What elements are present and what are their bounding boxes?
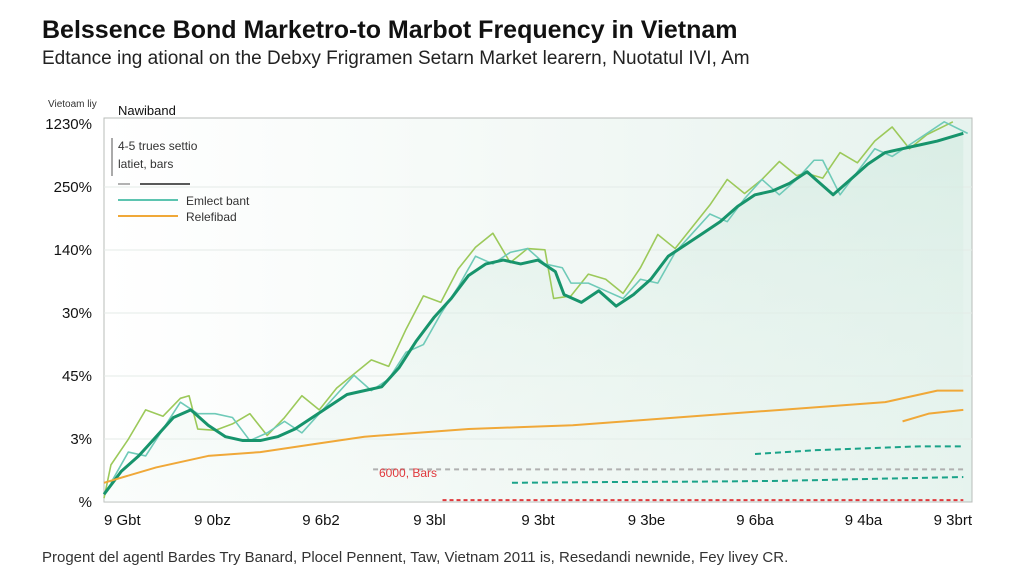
- x-tick-label: 9 6ba: [736, 512, 774, 529]
- legend-label-relefibad: Relefibad: [186, 210, 237, 224]
- chart-subtitle: Edtance ing ational on the Debxy Frigram…: [42, 48, 750, 69]
- x-tick-label: 9 6b2: [302, 512, 340, 529]
- series-line-relefibad-2: [902, 408, 964, 423]
- x-tick-label: 9 3bt: [521, 512, 555, 529]
- x-tick-label: 9 3be: [628, 512, 666, 529]
- x-tick-label: 9 0bz: [194, 512, 231, 529]
- y-tick-label: 1230%: [45, 116, 92, 133]
- y-axis-caption: Vietoam liy: [48, 99, 97, 110]
- series-line-emlect-bant: [102, 131, 964, 496]
- legend-label-emlect: Emlect bant: [186, 194, 250, 208]
- x-tick-label: 9 3brt: [934, 512, 973, 529]
- y-tick-label: 3%: [70, 431, 92, 448]
- chart-title: Belssence Bond Marketro-to Marbot Freque…: [42, 16, 738, 44]
- range-note-line1: 4-5 trues settio: [118, 139, 198, 153]
- series-line-trend-3: [511, 476, 964, 484]
- series-line-variant: [110, 121, 969, 484]
- series-line-trend-2: [754, 445, 964, 455]
- x-tick-label: 9 Gbt: [104, 512, 142, 529]
- y-tick-label: 30%: [62, 305, 92, 322]
- y-tick-label: 140%: [54, 242, 92, 259]
- y-tick-label: 45%: [62, 368, 92, 385]
- y-tick-label: 250%: [54, 179, 92, 196]
- series-line-relefibad: [103, 389, 964, 484]
- range-note-line2: latiet, bars: [118, 157, 173, 171]
- y-series-caption: Nawiband: [118, 103, 176, 118]
- area-fill: [104, 133, 964, 503]
- x-tick-label: 9 4ba: [845, 512, 883, 529]
- bars-label: 6000, Bars: [379, 466, 437, 480]
- legend: Emlect bant Relefibad: [118, 194, 250, 224]
- y-tick-label: %: [79, 494, 92, 511]
- chart-footer: Progent del agentl Bardes Try Banard, Pl…: [42, 549, 789, 566]
- x-tick-label: 9 3bl: [413, 512, 446, 529]
